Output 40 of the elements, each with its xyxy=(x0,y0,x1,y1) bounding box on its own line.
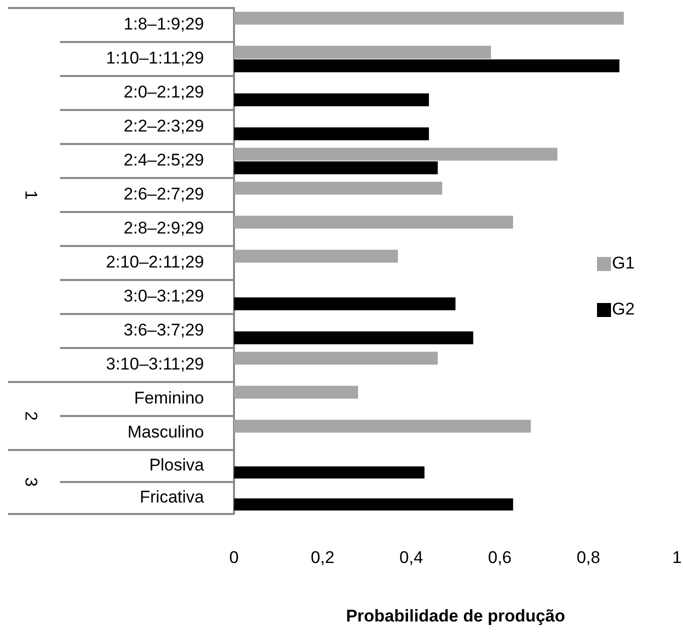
y-tick-label: 2:10–2:11;29 xyxy=(106,252,204,272)
bar xyxy=(234,127,429,140)
y-axis-title: 1 xyxy=(21,190,40,200)
bar xyxy=(234,331,474,344)
bar xyxy=(234,59,620,72)
bar xyxy=(234,352,438,365)
bar xyxy=(234,93,429,106)
bar xyxy=(234,148,558,161)
y-tick-label: 3:0–3:1;29 xyxy=(124,286,204,306)
legend-label: G1 xyxy=(612,254,635,273)
x-tick-label: 1 xyxy=(672,548,682,567)
bar xyxy=(234,46,491,59)
bar xyxy=(234,182,442,195)
bar xyxy=(234,297,456,310)
y-axis-title: 2 xyxy=(21,411,40,421)
y-tick-label: Plosiva xyxy=(149,456,205,475)
bar xyxy=(234,250,398,263)
y-tick-label: 2:2–2:3;29 xyxy=(124,116,204,136)
y-tick-label: 1:8–1:9;29 xyxy=(124,14,204,34)
bar xyxy=(234,12,624,25)
bar xyxy=(234,161,438,174)
y-axis-title: 3 xyxy=(21,477,40,487)
y-tick-label: 2:8–2:9;29 xyxy=(124,218,204,238)
x-tick-label: 0 xyxy=(229,548,239,567)
x-tick-label: 0,4 xyxy=(399,548,424,567)
y-tick-label: 3:6–3:7;29 xyxy=(124,320,204,340)
y-tick-label: Feminino xyxy=(134,388,204,408)
x-axis-title: Probabilidade de produção xyxy=(346,606,566,626)
legend-label: G2 xyxy=(612,300,635,319)
y-tick-label: 2:6–2:7;29 xyxy=(124,184,204,204)
bar xyxy=(234,216,514,229)
x-tick-label: 0,8 xyxy=(576,548,600,567)
y-tick-label: 2:0–2:1;29 xyxy=(124,82,204,102)
y-tick-label: 3:10–3:11;29 xyxy=(106,354,204,374)
x-tick-label: 0,6 xyxy=(488,548,512,567)
y-tick-label: Masculino xyxy=(127,422,204,442)
y-tick-label: 1:10–1:11;29 xyxy=(106,48,204,68)
y-tick-label: Fricativa xyxy=(140,488,205,507)
x-tick-label: 0,2 xyxy=(310,548,334,567)
y-tick-label: 2:4–2:5;29 xyxy=(124,150,204,170)
